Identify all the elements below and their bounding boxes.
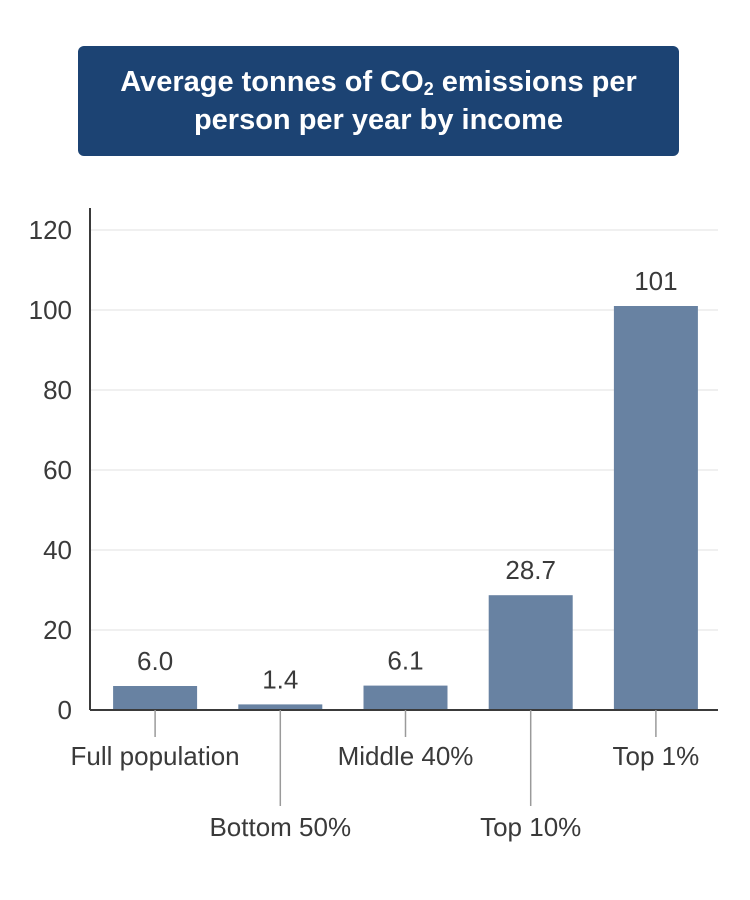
bar — [238, 704, 323, 710]
data-label: 6.1 — [387, 646, 423, 676]
y-tick-label: 60 — [43, 455, 72, 485]
data-label: 28.7 — [505, 555, 556, 585]
bar — [113, 686, 198, 710]
category-label: Middle 40% — [338, 741, 474, 771]
bar — [613, 306, 698, 710]
category-label: Bottom 50% — [209, 812, 351, 842]
bar — [363, 685, 448, 710]
y-tick-label: 20 — [43, 615, 72, 645]
axes — [89, 208, 718, 806]
chart-title-part-2: emissions per — [433, 66, 637, 98]
y-tick-label: 0 — [58, 695, 72, 725]
bars — [113, 306, 698, 710]
category-label: Full population — [71, 741, 240, 771]
category-label: Top 1% — [613, 741, 700, 771]
bar — [488, 595, 573, 710]
chart-title: Average tonnes of CO2 emissions per pers… — [78, 46, 679, 156]
y-tick-label: 80 — [43, 375, 72, 405]
chart-title-part-1: Average tonnes of CO — [120, 66, 424, 98]
y-tick-label: 40 — [43, 535, 72, 565]
chart-title-line-1: Average tonnes of CO2 emissions per — [120, 63, 637, 101]
labels: 0 20 40 60 80 100 120 6.0 1.4 6.1 28.7 101 Full popu… — [29, 215, 700, 842]
gridlines — [90, 229, 718, 631]
chart-title-line-2: person per year by income — [193, 104, 564, 136]
data-label: 1.4 — [262, 664, 298, 694]
category-label: Top 10% — [480, 812, 581, 842]
data-label: 101 — [634, 266, 677, 296]
chart-title-subscript: 2 — [423, 79, 434, 99]
y-tick-label: 120 — [29, 215, 72, 245]
data-label: 6.0 — [137, 646, 173, 676]
y-tick-label: 100 — [29, 295, 72, 325]
